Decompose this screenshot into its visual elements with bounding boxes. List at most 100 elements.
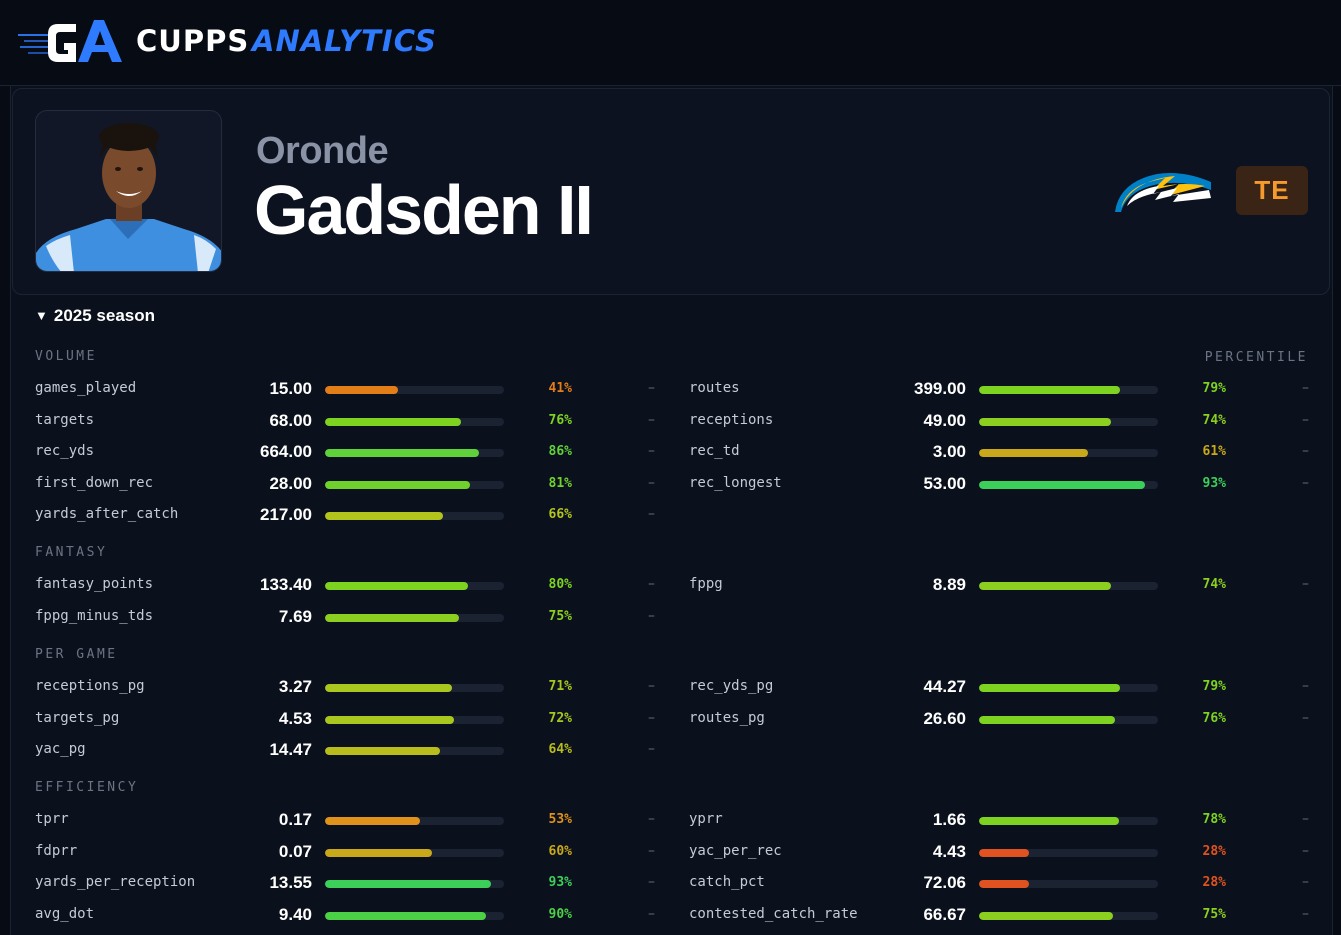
stat-extra-value: – <box>648 709 655 726</box>
stat-row-yprr: yprr 1.66 78% – <box>689 809 1309 831</box>
percentile-bar-fill <box>979 582 1112 590</box>
percentile-bar <box>325 817 504 825</box>
stat-name: fppg_minus_tds <box>35 607 154 624</box>
percentile-bar <box>325 480 504 489</box>
percentile-value: 86% <box>548 444 572 460</box>
stat-value: 49.00 <box>923 410 966 430</box>
percentile-value: 76% <box>548 412 572 428</box>
percentile-bar-fill <box>325 715 454 724</box>
percentile-bar-fill <box>325 747 440 756</box>
stat-value: 15.00 <box>269 379 312 398</box>
cupps-analytics-logo-icon[interactable] <box>18 16 126 66</box>
percentile-bar-fill <box>325 449 479 458</box>
stat-row-contested-catch-rate: contested_catch_rate 66.67 75% – <box>689 904 1309 926</box>
stat-extra-value: – <box>648 678 655 694</box>
percentile-bar <box>325 512 504 521</box>
stat-row-fppg-minus-tds: fppg_minus_tds 7.69 75% – <box>35 606 655 628</box>
percentile-value: 75% <box>1202 906 1226 922</box>
stat-value: 8.89 <box>932 575 966 594</box>
stat-extra-value: – <box>648 380 655 396</box>
stat-value: 7.69 <box>278 606 312 626</box>
stat-row-routes-pg: routes_pg 26.60 76% – <box>689 708 1309 730</box>
percentile-value: 74% <box>1202 412 1226 428</box>
stat-row-targets: targets 68.00 76% – <box>35 410 655 432</box>
stat-extra-value: – <box>648 811 655 827</box>
stat-name: fppg <box>689 576 723 592</box>
percentile-bar <box>979 449 1158 458</box>
percentile-bar-fill <box>325 417 462 426</box>
stat-name: yac_per_rec <box>689 842 782 859</box>
stat-extra-value: – <box>1302 474 1309 491</box>
percentile-value: 81% <box>548 475 572 491</box>
stat-name: rec_longest <box>689 474 782 491</box>
stat-row-routes: routes 399.00 79% – <box>689 378 1309 400</box>
percentile-value: 41% <box>548 381 572 396</box>
percentile-bar <box>325 715 504 724</box>
stat-row-receptions: receptions 49.00 74% – <box>689 410 1309 432</box>
percentile-bar-fill <box>979 911 1114 920</box>
percentile-value: 28% <box>1202 843 1226 859</box>
stat-extra-value: – <box>1302 380 1309 396</box>
stat-extra-value: – <box>648 874 655 891</box>
stat-extra-value: – <box>648 443 655 460</box>
stat-value: 4.43 <box>932 841 966 861</box>
stat-name: catch_pct <box>689 874 765 891</box>
percentile-bar <box>979 684 1158 692</box>
stat-value: 3.00 <box>932 442 966 462</box>
stat-value: 3.27 <box>278 677 312 696</box>
percentile-bar-fill <box>325 817 420 825</box>
percentile-bar <box>325 582 504 590</box>
percentile-bar-fill <box>979 848 1030 857</box>
brand-name-secondary[interactable]: ANALYTICS <box>252 24 437 58</box>
stat-value: 72.06 <box>923 873 966 893</box>
stat-extra-value: – <box>1302 874 1309 891</box>
percentile-bar-fill <box>325 386 399 394</box>
percentile-value: 64% <box>548 742 572 758</box>
percentile-value: 90% <box>548 906 572 922</box>
stat-row-games-played: games_played 15.00 41% – <box>35 378 655 400</box>
stat-name: routes_pg <box>689 709 765 726</box>
stat-name: receptions_pg <box>35 678 145 694</box>
percentile-value: 28% <box>1202 875 1226 891</box>
stat-extra-value: – <box>1302 411 1309 428</box>
stat-value: 0.07 <box>278 841 312 861</box>
stat-value: 66.67 <box>923 904 966 924</box>
brand-name-primary[interactable]: CUPPS <box>136 24 250 58</box>
stat-extra-value: – <box>1302 678 1309 694</box>
season-label: 2025 season <box>53 306 156 325</box>
stat-extra-value: – <box>1302 842 1309 859</box>
section-label-per-game: PER GAME <box>35 647 118 662</box>
percentile-bar <box>325 684 504 692</box>
percentile-bar <box>979 848 1158 857</box>
percentile-bar <box>979 911 1158 920</box>
stat-extra-value: – <box>648 506 655 523</box>
stat-name: contested_catch_rate <box>689 905 858 922</box>
percentile-bar <box>325 449 504 458</box>
percentile-bar-fill <box>979 817 1119 825</box>
player-first-name: Oronde <box>256 130 389 172</box>
percentile-value: 75% <box>548 608 572 624</box>
percentile-value: 53% <box>548 812 572 827</box>
stat-name: rec_yds_pg <box>689 678 774 694</box>
percentile-bar-fill <box>325 911 487 920</box>
stat-value: 0.17 <box>278 810 312 829</box>
percentile-bar <box>979 582 1158 590</box>
stat-value: 53.00 <box>923 473 966 493</box>
percentile-bar-fill <box>979 684 1121 692</box>
percentile-bar <box>979 417 1158 426</box>
stat-extra-value: – <box>648 576 655 592</box>
percentile-bar-fill <box>979 417 1112 426</box>
stat-row-yac-pg: yac_pg 14.47 64% – <box>35 739 655 761</box>
stat-value: 4.53 <box>278 708 312 728</box>
stat-row-tprr: tprr 0.17 53% – <box>35 809 655 831</box>
player-photo <box>35 110 222 272</box>
percentile-bar <box>325 911 504 920</box>
percentile-bar-fill <box>325 582 469 590</box>
stat-row-rec-longest: rec_longest 53.00 93% – <box>689 473 1309 495</box>
stat-extra-value: – <box>1302 709 1309 726</box>
stat-name: yprr <box>689 811 723 827</box>
percentile-bar-fill <box>979 715 1116 724</box>
percentile-value: 66% <box>548 507 572 523</box>
percentile-bar-fill <box>979 386 1121 394</box>
season-toggle[interactable]: ▼ 2025 season <box>35 306 155 326</box>
